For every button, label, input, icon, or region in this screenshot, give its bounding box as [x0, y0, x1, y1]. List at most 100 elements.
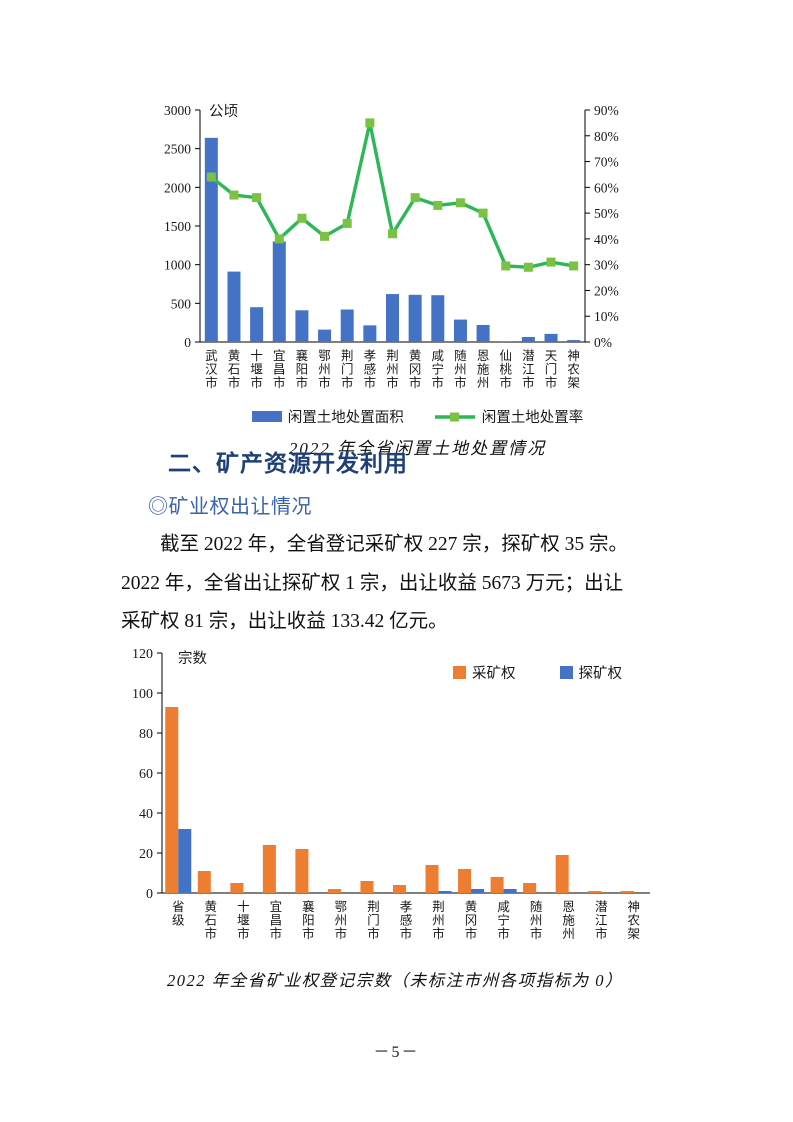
category-label-char: 黄	[228, 349, 241, 363]
rate-marker-鄂州市	[320, 231, 330, 241]
bar-随州市	[453, 319, 467, 342]
category-label-char: 堰	[237, 914, 250, 928]
rate-marker-十堰市	[252, 193, 262, 203]
paragraph-line: 采矿权 81 宗，出让收益 133.42 亿元。	[121, 611, 448, 632]
mining-chart-legend: 采矿权 探矿权	[453, 662, 622, 683]
bar-神农架	[567, 340, 581, 342]
tick-label: 70%	[594, 155, 619, 170]
category-label-char: 孝	[364, 349, 377, 363]
bar-荆州市	[386, 294, 399, 342]
bar-仙桃市	[499, 341, 513, 342]
category-label-char: 州	[562, 927, 575, 941]
category-label-char: 州	[318, 363, 331, 377]
mining-bar-省级	[165, 707, 179, 893]
bar-十堰市	[250, 307, 264, 342]
mining-bar-孝感市	[393, 885, 406, 893]
category-label-char: 市	[530, 926, 543, 941]
category-label-char: 恩	[562, 900, 575, 914]
category-label-char: 市	[205, 926, 218, 941]
rate-marker-宜昌市	[274, 234, 284, 244]
mining-series-swatch	[453, 666, 466, 679]
tick-label: 0	[146, 887, 153, 902]
tick-label: 80	[139, 727, 153, 742]
category-label-char: 市	[454, 375, 467, 390]
category-label-char: 市	[465, 926, 478, 941]
tick-label: 2000	[164, 180, 191, 195]
category-label-char: 州	[530, 914, 543, 928]
category-label-char: 荆	[432, 900, 445, 914]
bar-襄阳市	[295, 310, 309, 342]
category-label-char: 市	[318, 375, 331, 390]
bar-恩施州	[476, 324, 490, 342]
area-series-swatch	[251, 411, 282, 422]
exploration-bar-黄冈市	[471, 889, 485, 893]
tick-label: 0	[184, 335, 191, 350]
tick-label: 10%	[594, 309, 619, 324]
bar-荆门市	[340, 309, 354, 342]
section-heading: 二、矿产资源开发利用	[168, 450, 408, 476]
land-disposal-plot: 0 500 1000 1500 2000 2500 3000 0% 10% 20% 30% 40% 50…	[164, 103, 619, 390]
rate-marker-恩施州	[478, 208, 488, 218]
tick-label: 30%	[594, 258, 619, 273]
mining-rights-chart: 0 20 40 60 80 100 120 宗数省级黄石市十堰市宜昌市襄阳市鄂州市荆门市孝感市…	[125, 645, 665, 1015]
rate-marker-黄石市	[229, 190, 239, 200]
category-label-char: 市	[367, 926, 380, 941]
category-label-char: 市	[273, 375, 286, 390]
rate-marker-随州市	[455, 198, 465, 208]
category-label-char: 宜	[270, 899, 283, 914]
exploration-series-label: 探矿权	[578, 666, 623, 682]
category-label-char: 潜	[595, 900, 608, 914]
category-label-char: 咸	[432, 349, 445, 363]
category-label-char: 鄂	[318, 349, 331, 363]
tick-label: 1000	[164, 258, 191, 273]
tick-label: 50%	[594, 206, 619, 221]
category-label-char: 州	[386, 363, 399, 377]
category-label-char: 神	[627, 900, 640, 914]
rate-marker-武汉市	[206, 172, 216, 182]
category-label-char: 门	[545, 362, 558, 377]
category-label-char: 荆	[367, 900, 380, 914]
area-series-label: 闲置土地处置面积	[287, 410, 404, 426]
rate-marker-荆州市	[388, 229, 397, 239]
tick-label: 120	[132, 647, 153, 662]
mining-bar-潜江市	[588, 891, 602, 893]
category-label-char: 市	[409, 375, 422, 390]
mining-bar-宜昌市	[262, 845, 276, 893]
tick-label: 0%	[594, 335, 612, 350]
exploration-bar-省级	[178, 829, 192, 893]
bar-黄石市	[227, 271, 241, 342]
rate-series-label: 闲置土地处置率	[481, 410, 584, 426]
category-label-char: 级	[172, 914, 185, 928]
category-label-char: 随	[454, 348, 467, 363]
category-label-char: 市	[250, 375, 263, 390]
tick-label: 1500	[164, 219, 191, 234]
tick-label: 80%	[594, 129, 619, 144]
land-chart-caption: 2022 年全省闲置土地处置情况	[288, 439, 547, 458]
left-axis-unit-label: 公顷	[209, 103, 238, 120]
category-label-char: 江	[522, 363, 535, 377]
category-label-char: 农	[627, 914, 640, 928]
category-label-char: 市	[270, 926, 283, 941]
category-label-char: 十	[237, 900, 250, 914]
tick-label: 3000	[164, 103, 191, 118]
category-label-char: 市	[595, 926, 608, 941]
page-number: －5－	[373, 1044, 420, 1061]
mining-bar-神农架	[620, 891, 634, 893]
bar-黄冈市	[408, 294, 422, 342]
category-label-char: 市	[522, 375, 535, 390]
mining-bar-随州市	[523, 883, 537, 893]
land-chart-legend: 闲置土地处置面积 闲置土地处置率	[130, 406, 705, 427]
category-label-char: 宁	[497, 913, 510, 928]
category-label-char: 市	[335, 926, 348, 941]
exploration-bar-荆州市	[438, 891, 452, 893]
rate-marker-荆门市	[342, 218, 352, 228]
category-label-char: 农	[567, 363, 580, 377]
rate-marker-天门市	[546, 257, 556, 267]
rate-marker-神农架	[569, 261, 579, 271]
exploration-bar-咸宁市	[503, 889, 517, 893]
land-disposal-chart: 0 500 1000 1500 2000 2500 3000 0% 10% 20% 30% 40% 50…	[130, 95, 705, 459]
category-label-char: 武	[205, 349, 218, 363]
category-label-char: 市	[400, 926, 413, 941]
